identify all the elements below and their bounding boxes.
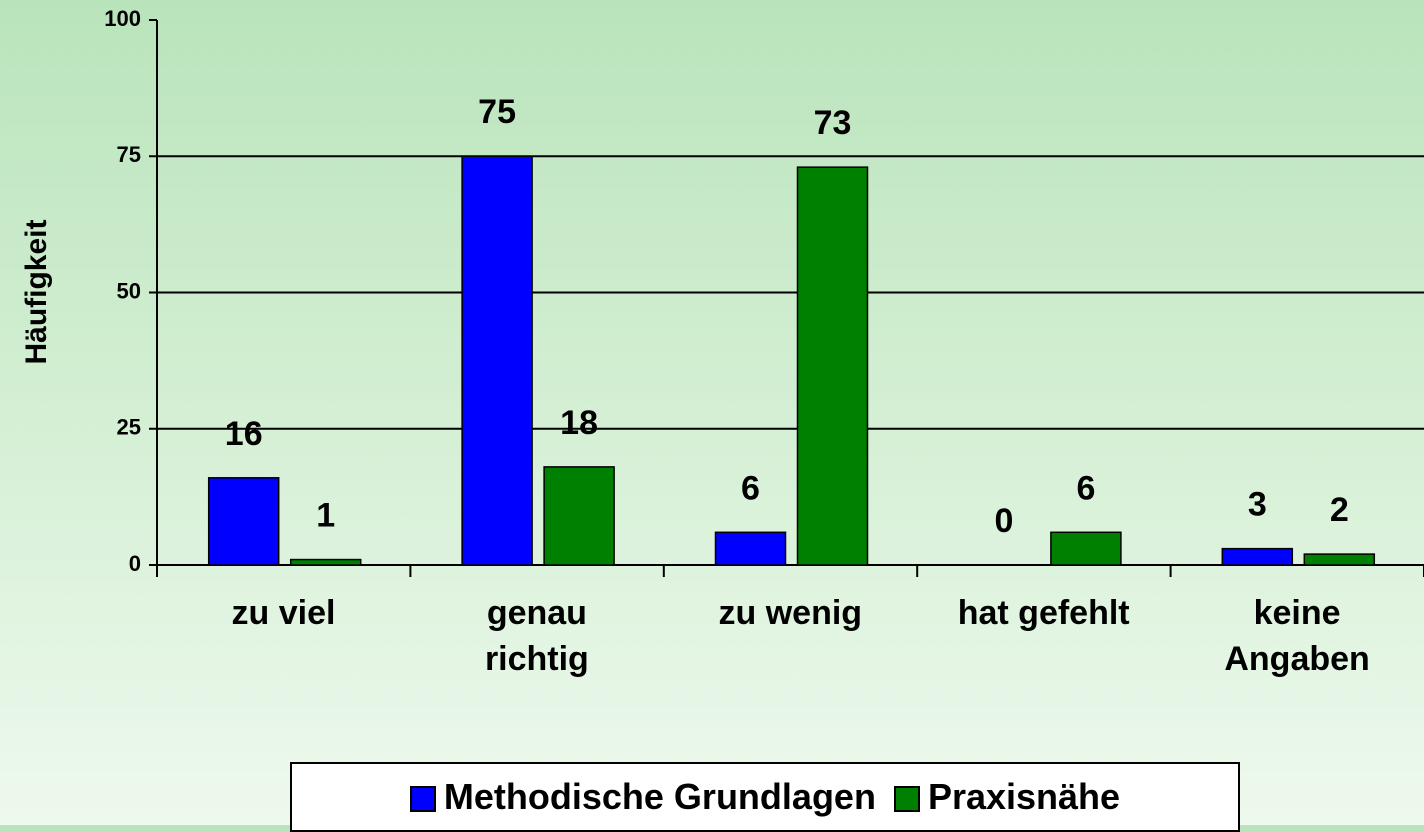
x-tick-label: genau richtig [484,594,589,678]
bar [1303,553,1376,566]
data-label: 18 [560,404,598,442]
legend-label: Praxisnähe [927,776,1121,817]
data-label: 3 [1248,486,1267,524]
data-label: 16 [225,415,263,453]
y-tick-label: 0 [129,551,141,576]
x-tick-label: zu viel [231,594,336,632]
bar [289,558,362,566]
y-tick-label: 100 [104,6,141,31]
data-label: 2 [1330,491,1349,529]
legend: Methodische Grundlagen Praxisnähe [290,762,1240,832]
data-label: 6 [1076,469,1095,507]
bar [1050,531,1122,566]
y-tick-label: 50 [117,278,141,303]
y-axis-label: Häufigkeit [20,219,53,364]
legend-item: Praxisnähe [893,776,1121,818]
y-tick-label: 25 [117,415,141,440]
x-tick-label: hat gefehlt [957,594,1130,632]
x-tick-label: zu wenig [718,594,863,632]
bar [207,477,280,566]
bar [543,466,615,566]
x-tick-label: keine Angaben [1224,594,1370,678]
y-tick-label: 75 [117,142,141,167]
data-label: 73 [814,104,852,142]
legend-swatch [893,786,920,813]
bar [714,531,787,566]
bar [796,166,869,566]
data-label: 0 [994,502,1013,540]
legend-swatch [409,786,436,813]
data-label: 1 [316,497,335,535]
legend-item: Methodische Grundlagen [409,776,876,818]
data-label: 6 [741,469,760,507]
legend-label: Methodische Grundlagen [443,776,876,817]
bar [461,155,533,566]
data-label: 75 [478,93,516,131]
bar [1221,547,1294,566]
